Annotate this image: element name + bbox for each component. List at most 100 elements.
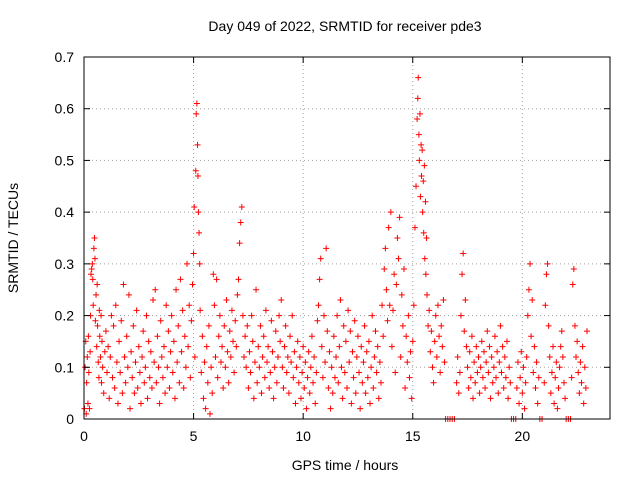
data-point bbox=[95, 374, 102, 381]
data-point bbox=[413, 183, 420, 190]
data-point bbox=[253, 286, 260, 293]
data-point bbox=[175, 322, 182, 329]
data-point bbox=[499, 343, 506, 350]
data-point bbox=[105, 343, 112, 350]
data-point bbox=[475, 353, 482, 360]
data-point bbox=[368, 364, 375, 371]
data-point bbox=[384, 317, 391, 324]
data-point bbox=[300, 343, 307, 350]
data-point bbox=[266, 384, 273, 391]
data-point bbox=[291, 348, 298, 355]
data-point bbox=[185, 343, 192, 350]
data-point bbox=[349, 348, 356, 355]
data-point bbox=[151, 359, 158, 366]
data-point bbox=[486, 343, 493, 350]
data-point bbox=[482, 384, 489, 391]
data-point bbox=[457, 312, 464, 319]
y-axis-title: SRMTID / TECUs bbox=[5, 183, 21, 293]
data-point bbox=[91, 235, 98, 241]
data-point bbox=[220, 384, 227, 391]
data-point bbox=[163, 302, 170, 309]
data-point bbox=[318, 343, 325, 350]
data-point bbox=[154, 333, 161, 340]
data-point bbox=[304, 374, 311, 381]
data-point bbox=[485, 369, 492, 376]
data-point bbox=[489, 379, 496, 386]
data-point bbox=[552, 374, 559, 381]
data-point bbox=[376, 359, 383, 366]
x-tick-label: 15 bbox=[405, 428, 421, 444]
data-point bbox=[414, 95, 421, 102]
data-point bbox=[198, 369, 205, 376]
data-point bbox=[416, 110, 423, 117]
data-point bbox=[418, 172, 425, 179]
data-point bbox=[311, 353, 318, 360]
data-point bbox=[544, 260, 551, 267]
data-point bbox=[110, 322, 117, 329]
data-point bbox=[365, 338, 372, 345]
data-point bbox=[531, 343, 538, 350]
data-point bbox=[261, 374, 268, 381]
data-point bbox=[243, 364, 250, 371]
data-point bbox=[363, 348, 370, 355]
data-point bbox=[558, 328, 565, 335]
data-point bbox=[522, 379, 529, 386]
data-point bbox=[155, 364, 162, 371]
data-point bbox=[280, 384, 287, 391]
data-point bbox=[255, 343, 262, 350]
data-point bbox=[316, 276, 323, 283]
data-point bbox=[393, 281, 400, 288]
data-point bbox=[288, 359, 295, 366]
data-point bbox=[203, 343, 210, 350]
data-point bbox=[423, 235, 430, 241]
data-point bbox=[307, 364, 314, 371]
data-point bbox=[415, 131, 422, 138]
data-point bbox=[340, 322, 347, 329]
data-point bbox=[245, 384, 252, 391]
data-point bbox=[320, 312, 327, 319]
data-point bbox=[417, 193, 424, 200]
data-point bbox=[308, 333, 315, 340]
data-point bbox=[270, 395, 277, 402]
data-point bbox=[113, 359, 120, 366]
data-point bbox=[128, 348, 135, 355]
data-point bbox=[394, 235, 401, 241]
data-point bbox=[209, 390, 216, 397]
data-point bbox=[188, 317, 195, 324]
data-point bbox=[225, 379, 232, 386]
data-point bbox=[84, 353, 91, 360]
data-point bbox=[194, 172, 201, 179]
data-point bbox=[348, 400, 355, 407]
data-point bbox=[129, 374, 136, 381]
data-point bbox=[356, 369, 363, 376]
data-point bbox=[141, 379, 148, 386]
data-point bbox=[331, 374, 338, 381]
data-point bbox=[357, 405, 364, 412]
data-point bbox=[570, 266, 577, 273]
chart-title: Day 049 of 2022, SRMTID for receiver pde… bbox=[208, 18, 481, 34]
data-point bbox=[571, 322, 578, 329]
data-point bbox=[391, 271, 398, 278]
data-point bbox=[94, 281, 101, 288]
data-point bbox=[329, 390, 336, 397]
data-point bbox=[289, 312, 296, 319]
data-point bbox=[500, 384, 507, 391]
data-point bbox=[467, 374, 474, 381]
data-point bbox=[496, 359, 503, 366]
data-point bbox=[259, 353, 266, 360]
data-point bbox=[98, 379, 105, 386]
data-point bbox=[524, 312, 531, 319]
data-point bbox=[281, 343, 288, 350]
data-point bbox=[334, 312, 341, 319]
data-point bbox=[351, 317, 358, 324]
data-point bbox=[545, 322, 552, 329]
data-point bbox=[144, 395, 151, 402]
data-point bbox=[167, 348, 174, 355]
y-tick-label: 0.7 bbox=[55, 49, 75, 65]
data-point bbox=[193, 100, 200, 107]
y-tick-label: 0.2 bbox=[55, 308, 75, 324]
data-point bbox=[472, 379, 479, 386]
data-point bbox=[514, 359, 521, 366]
data-point bbox=[454, 353, 461, 360]
data-point bbox=[551, 400, 558, 407]
